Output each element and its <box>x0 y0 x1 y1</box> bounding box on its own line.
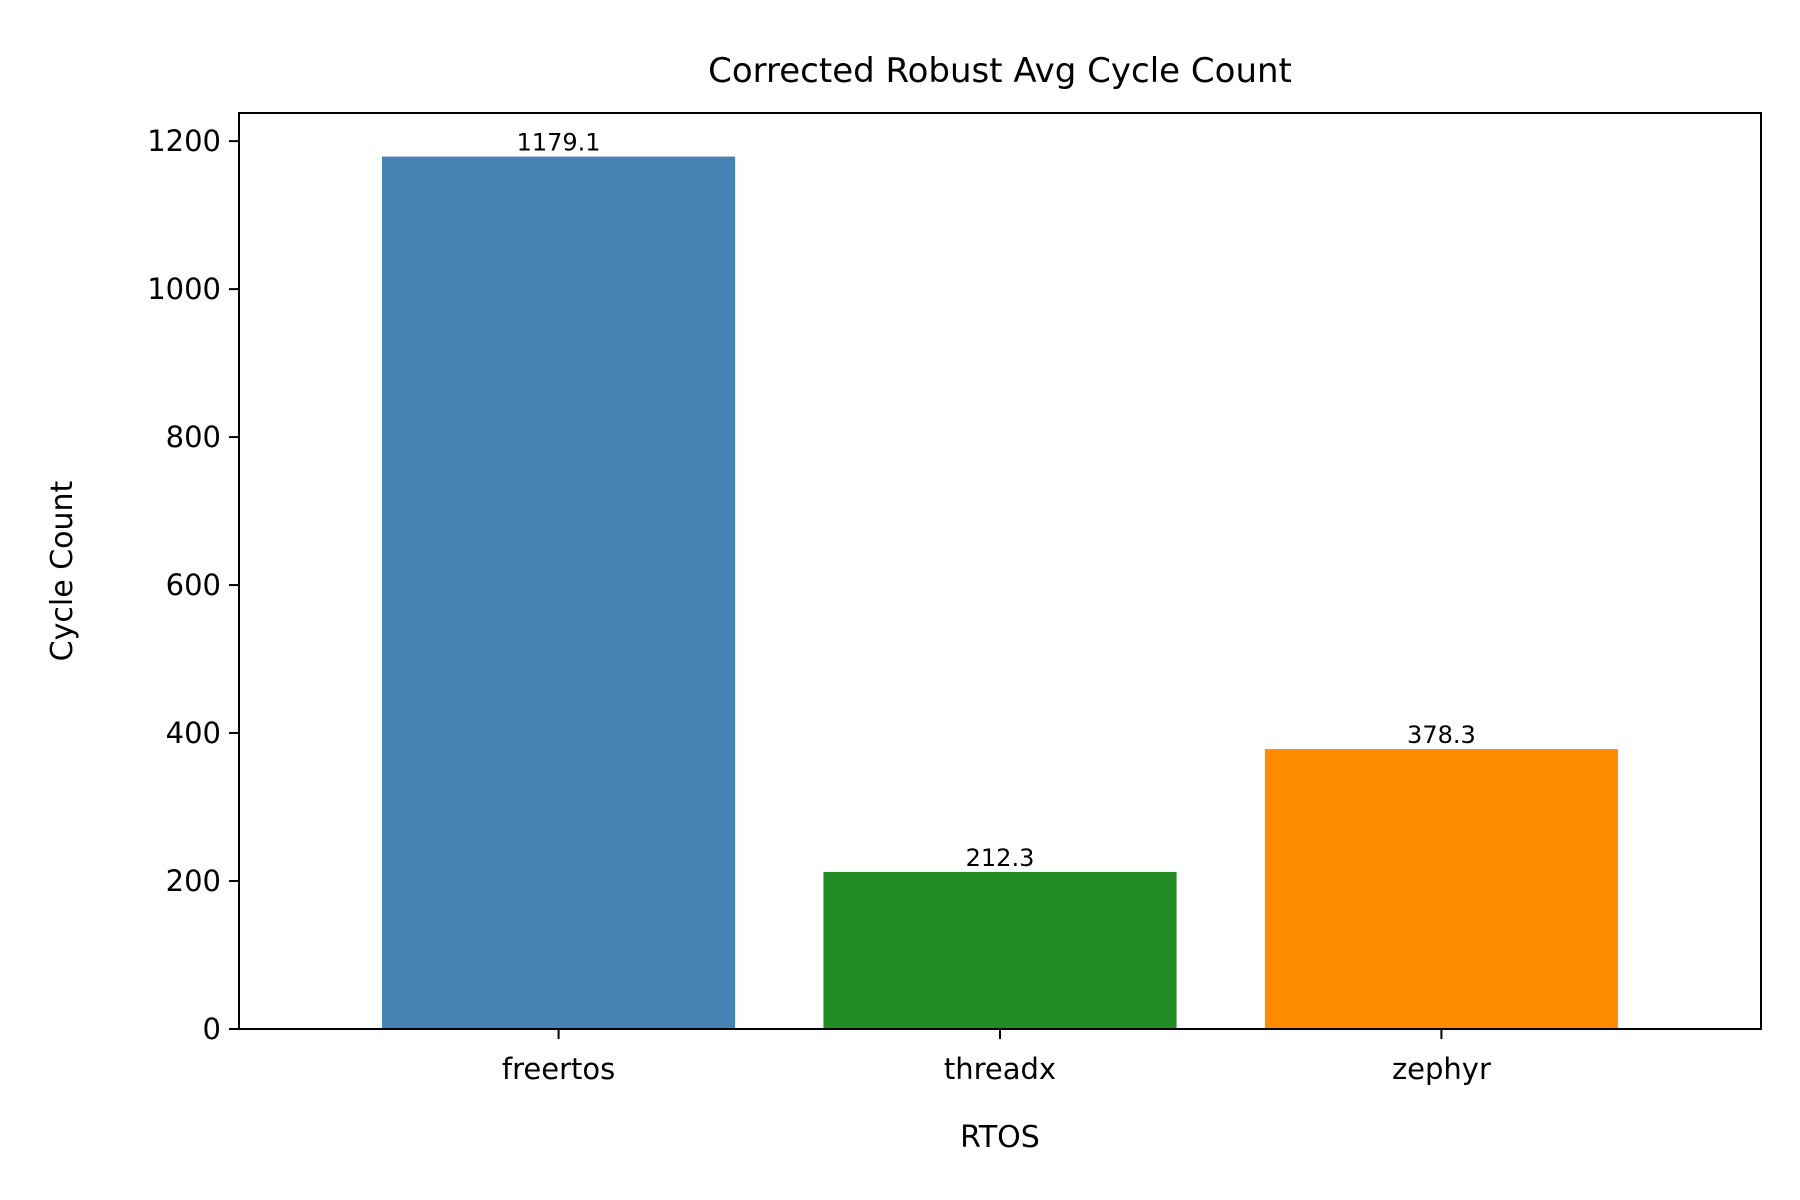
x-axis: freertos threadx zephyr <box>502 1029 1491 1086</box>
y-tick-label-1000: 1000 <box>147 272 221 306</box>
value-label-threadx: 212.3 <box>966 844 1035 872</box>
value-label-zephyr: 378.3 <box>1407 721 1476 749</box>
x-tick-label-threadx: threadx <box>944 1052 1056 1086</box>
y-axis: 0 200 400 600 800 1000 1200 <box>147 124 239 1046</box>
bar-zephyr <box>1264 749 1618 1029</box>
y-tick-label-200: 200 <box>166 864 221 898</box>
plot-frame <box>238 112 1762 1030</box>
bar-freertos <box>382 156 736 1029</box>
y-tick-label-800: 800 <box>166 420 221 454</box>
x-tick-label-freertos: freertos <box>502 1052 615 1086</box>
x-tick-label-zephyr: zephyr <box>1392 1052 1491 1086</box>
y-tick-label-400: 400 <box>166 716 221 750</box>
bar-threadx <box>823 871 1177 1029</box>
x-axis-label: RTOS <box>960 1120 1040 1155</box>
bars-group <box>382 156 1618 1029</box>
value-label-freertos: 1179.1 <box>517 129 601 157</box>
y-tick-label-0: 0 <box>203 1012 221 1046</box>
value-labels-group: 1179.1 212.3 378.3 <box>517 129 1476 872</box>
y-tick-label-600: 600 <box>166 568 221 602</box>
y-axis-label: Cycle Count <box>45 480 80 661</box>
y-tick-label-1200: 1200 <box>147 124 221 158</box>
chart-title: Corrected Robust Avg Cycle Count <box>708 51 1292 91</box>
